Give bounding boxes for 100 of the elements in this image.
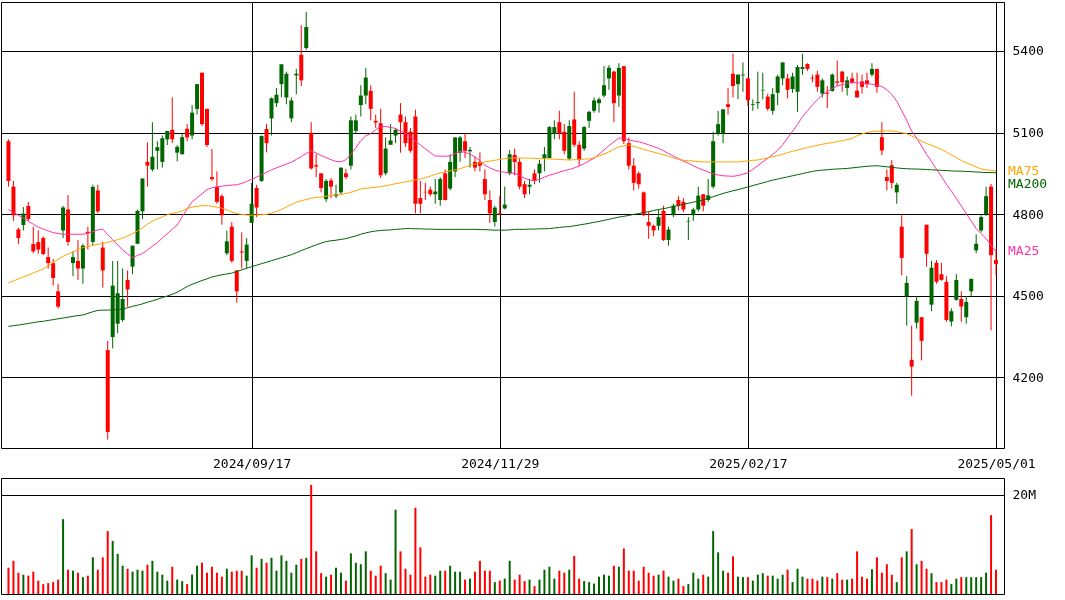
bar <box>513 579 516 594</box>
bar <box>250 555 253 594</box>
bar <box>602 574 605 594</box>
candlestick <box>994 248 999 276</box>
bar <box>935 582 938 594</box>
candlestick <box>358 84 363 117</box>
candlestick <box>497 195 502 216</box>
bar <box>399 551 402 594</box>
candlestick <box>279 63 284 98</box>
bar <box>96 569 99 594</box>
bar <box>196 565 199 594</box>
bar <box>553 578 556 594</box>
bar <box>657 574 660 594</box>
x-tick-label: 2025/05/01 <box>957 455 1036 471</box>
bar <box>910 529 913 594</box>
bar <box>473 571 476 594</box>
bar <box>290 572 293 594</box>
bar <box>459 571 462 594</box>
bar <box>866 578 868 594</box>
bar <box>503 578 506 594</box>
bar <box>741 577 744 594</box>
bar <box>970 577 973 594</box>
bar <box>647 572 650 594</box>
candlestick <box>785 73 790 100</box>
candlestick <box>984 186 989 217</box>
bar <box>235 570 238 594</box>
candlestick <box>735 74 740 100</box>
bar <box>300 558 303 594</box>
bar <box>136 569 139 594</box>
bar <box>801 576 804 594</box>
bar <box>568 569 571 594</box>
bar <box>166 580 169 594</box>
bar <box>280 555 283 594</box>
bar <box>875 557 878 594</box>
candlestick <box>239 231 244 270</box>
bar <box>687 584 690 594</box>
bar <box>583 581 586 594</box>
bar <box>384 573 387 594</box>
y-tick-label: 5400 <box>1012 43 1044 59</box>
candlestick <box>388 123 393 146</box>
candlestick <box>845 76 850 97</box>
bar <box>275 570 278 594</box>
candlestick <box>46 247 51 270</box>
bar <box>712 531 715 594</box>
bar <box>870 569 873 594</box>
bar <box>493 582 496 594</box>
bar <box>811 578 814 594</box>
bar <box>528 579 531 594</box>
bar <box>419 547 422 594</box>
candlestick <box>234 269 239 304</box>
bar <box>940 582 943 594</box>
bar <box>121 565 124 594</box>
bar <box>980 577 983 594</box>
y-tick-label: 4800 <box>1012 206 1044 222</box>
bar <box>900 557 903 594</box>
bar <box>508 560 511 594</box>
bar <box>538 579 541 594</box>
bar <box>955 578 958 594</box>
candlestick <box>190 104 195 140</box>
bar <box>409 574 412 594</box>
bar <box>37 580 40 594</box>
bar <box>573 555 576 594</box>
bar <box>414 507 417 594</box>
bar <box>76 572 79 594</box>
bar <box>985 572 988 594</box>
bar <box>861 576 864 594</box>
bar <box>27 575 30 594</box>
bar <box>379 565 382 594</box>
bar <box>57 579 60 594</box>
candlestick <box>269 96 274 137</box>
bar <box>677 578 680 594</box>
candlestick <box>482 169 487 201</box>
bar <box>975 577 978 594</box>
candlestick <box>954 273 959 302</box>
bar <box>146 564 149 594</box>
bar <box>950 584 953 594</box>
bar <box>766 575 769 594</box>
y-tick-label: 20M <box>1012 487 1037 503</box>
candlestick <box>964 295 969 325</box>
bar <box>920 560 923 594</box>
bar <box>210 566 213 594</box>
candlestick <box>755 71 760 110</box>
candlestick <box>731 53 736 98</box>
bar <box>225 568 228 594</box>
bar <box>746 577 749 594</box>
bar <box>771 575 774 594</box>
bar <box>761 573 764 594</box>
bar <box>578 578 581 594</box>
bar <box>905 551 908 594</box>
bar <box>880 572 883 594</box>
candlestick <box>646 210 651 240</box>
bar <box>702 574 705 594</box>
bar <box>320 573 323 594</box>
bar <box>42 584 45 594</box>
y-tick-label: 5100 <box>1012 125 1044 141</box>
candlestick <box>155 140 160 171</box>
bar <box>945 579 948 594</box>
bar <box>478 560 481 594</box>
bar <box>315 551 318 594</box>
bar <box>736 576 739 594</box>
